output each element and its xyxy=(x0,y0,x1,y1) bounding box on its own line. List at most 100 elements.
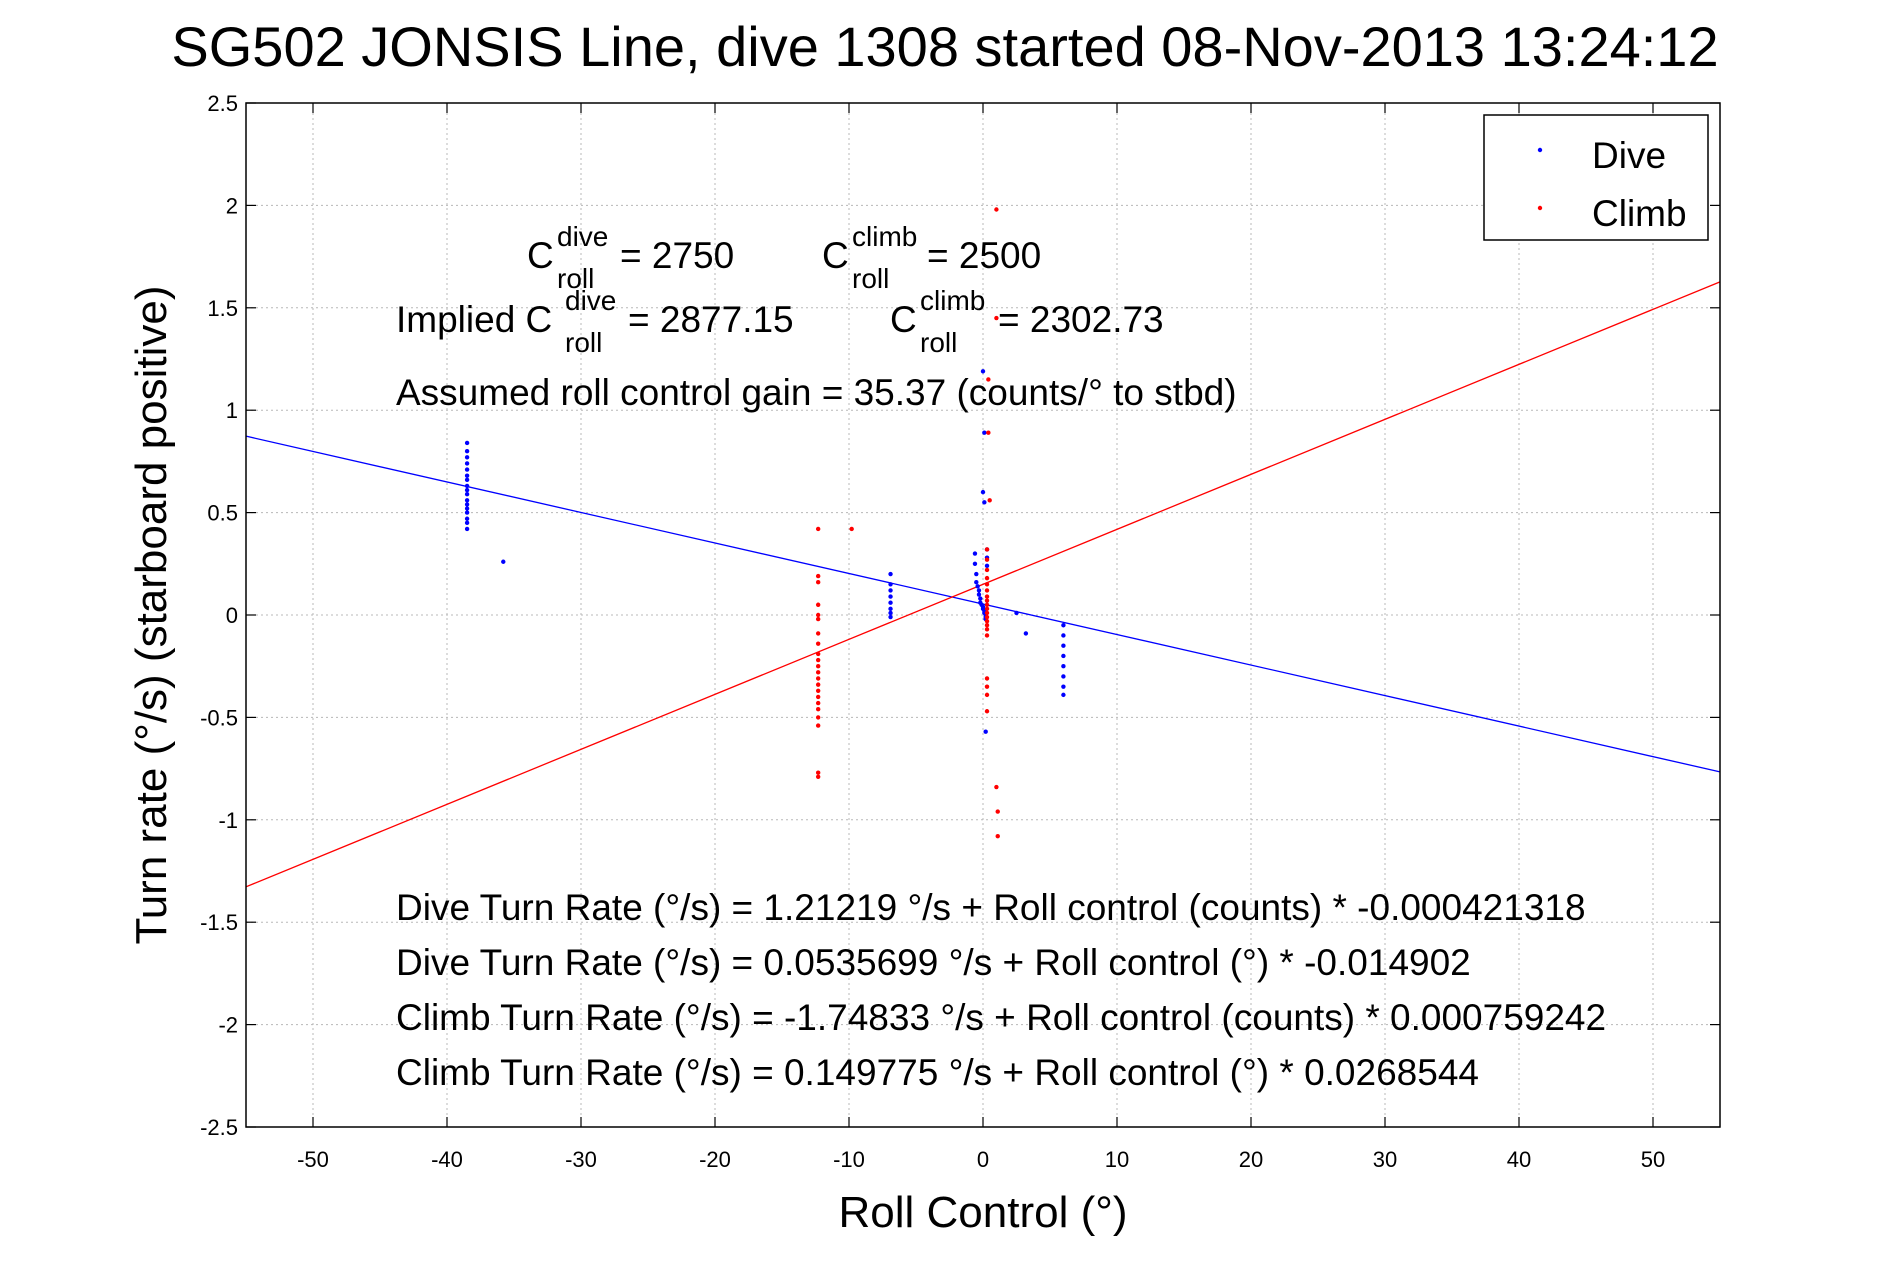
dive-series xyxy=(464,369,1066,734)
dive-point xyxy=(983,729,988,734)
dive-point xyxy=(888,600,893,605)
climb-point xyxy=(984,692,990,698)
implied-climb-subscript: roll xyxy=(920,327,957,358)
climb-point xyxy=(815,616,821,622)
dive-point xyxy=(464,491,470,497)
plot-area: -50 -40 -30 -20 -10 0 10 20 30 40 50-2.5-2-1.5-1-0… xyxy=(200,91,1721,1172)
x-tick-label: 10 xyxy=(1105,1147,1129,1172)
dive-point xyxy=(501,559,506,564)
y-tick-label: -2.5 xyxy=(200,1115,238,1140)
dive-point xyxy=(1061,674,1066,679)
c-dive-subscript: roll xyxy=(557,263,594,294)
climb-point xyxy=(815,651,821,657)
dive-point xyxy=(464,467,470,472)
dive-point xyxy=(980,489,986,495)
dive-point xyxy=(1061,633,1066,638)
climb-point xyxy=(815,580,821,585)
annotation-implied: Implied C dive roll = 2877.15 C climb ro… xyxy=(396,285,1164,358)
climb-point xyxy=(995,833,1000,839)
dive-point xyxy=(972,561,978,566)
climb-point xyxy=(995,809,1000,814)
dive-point xyxy=(888,571,893,577)
dive-point xyxy=(888,588,893,593)
chart-title: SG502 JONSIS Line, dive 1308 started 08-… xyxy=(171,15,1718,78)
dive-point xyxy=(976,588,982,593)
y-tick-label: -1.5 xyxy=(200,910,238,935)
x-tick-label: 30 xyxy=(1373,1147,1397,1172)
dive-point xyxy=(974,580,979,585)
dive-point xyxy=(1061,692,1066,698)
dive-point xyxy=(1061,623,1066,628)
dive-point xyxy=(972,551,978,556)
dive-point xyxy=(984,563,990,569)
climb-point xyxy=(815,676,821,681)
dive-point xyxy=(464,473,470,478)
annotation-c-roll: C dive roll = 2750 C climb roll = 2500 xyxy=(527,221,1041,294)
c-climb-superscript: climb xyxy=(852,221,917,252)
climb-point xyxy=(815,694,821,700)
c-climb-symbol: C xyxy=(822,235,849,276)
y-tick-label: 2.5 xyxy=(207,91,238,116)
climb-point xyxy=(815,700,821,706)
dive-point xyxy=(976,592,982,597)
climb-point xyxy=(815,612,821,618)
grid-lines xyxy=(246,103,1720,1127)
dive-point xyxy=(464,448,470,454)
climb-point xyxy=(984,594,990,599)
equation-climb-degrees: Climb Turn Rate (°/s) = 0.149775 °/s + R… xyxy=(396,1052,1479,1093)
implied-dive-value: = 2877.15 xyxy=(628,299,794,340)
climb-series xyxy=(815,207,1000,839)
climb-point xyxy=(986,430,991,435)
dive-point xyxy=(982,500,987,505)
c-climb-value: = 2500 xyxy=(927,235,1041,276)
dive-point xyxy=(464,526,470,532)
x-tick-label: -30 xyxy=(565,1147,597,1172)
climb-fit-line xyxy=(245,281,1721,888)
dive-point xyxy=(888,594,893,599)
climb-point xyxy=(815,573,821,579)
implied-prefix: Implied C xyxy=(396,299,552,340)
legend-label-dive: Dive xyxy=(1592,135,1666,176)
x-tick-label: -40 xyxy=(431,1147,463,1172)
dive-point xyxy=(464,477,470,483)
legend-label-climb: Climb xyxy=(1592,193,1687,234)
dive-point xyxy=(1014,610,1019,616)
x-tick-label: -20 xyxy=(699,1147,731,1172)
c-dive-superscript: dive xyxy=(557,221,608,252)
climb-point xyxy=(815,770,821,775)
climb-point xyxy=(984,606,990,612)
y-tick-label: 1 xyxy=(226,398,238,423)
dive-point xyxy=(1061,684,1066,689)
climb-point xyxy=(815,707,821,712)
climb-point xyxy=(815,526,821,532)
climb-point xyxy=(815,641,821,646)
x-tick-label: 0 xyxy=(977,1147,989,1172)
climb-point xyxy=(984,598,990,603)
climb-point xyxy=(815,670,821,675)
climb-point xyxy=(984,614,990,620)
dive-point xyxy=(1061,653,1066,659)
dive-point xyxy=(464,461,470,466)
climb-point xyxy=(994,784,999,790)
climb-point xyxy=(815,631,821,636)
c-dive-symbol: C xyxy=(527,235,554,276)
legend-marker-dive xyxy=(1537,147,1543,153)
dive-point xyxy=(464,510,470,515)
climb-point xyxy=(984,602,990,607)
climb-point xyxy=(815,688,821,693)
climb-point xyxy=(984,618,990,624)
equation-dive-degrees: Dive Turn Rate (°/s) = 0.0535699 °/s + R… xyxy=(396,942,1471,983)
c-climb-subscript: roll xyxy=(852,263,889,294)
y-tick-label: 0.5 xyxy=(207,501,238,526)
climb-point xyxy=(984,684,990,689)
implied-climb-value: = 2302.73 xyxy=(998,299,1164,340)
dive-point xyxy=(464,520,470,526)
dive-point xyxy=(464,506,470,511)
y-tick-label: -0.5 xyxy=(200,705,238,730)
climb-point xyxy=(984,588,990,593)
dive-point xyxy=(974,571,979,577)
x-tick-label: 20 xyxy=(1239,1147,1263,1172)
implied-climb-superscript: climb xyxy=(920,285,985,316)
climb-point xyxy=(987,498,992,503)
implied-dive-subscript: roll xyxy=(565,327,602,358)
